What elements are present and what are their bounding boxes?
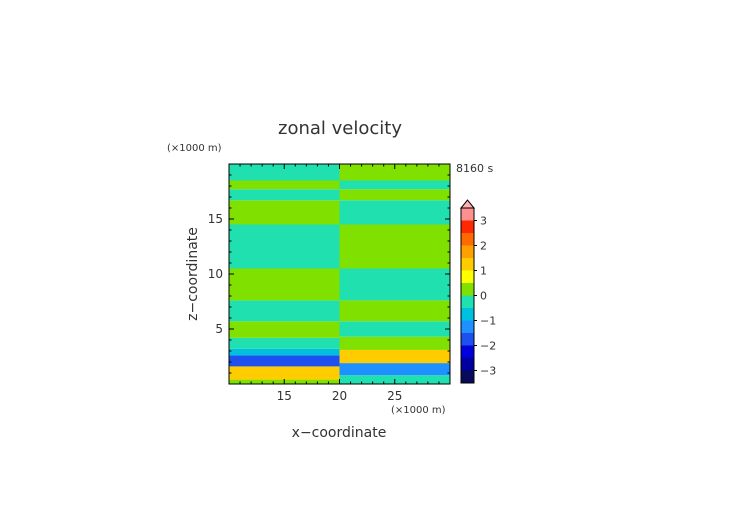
colorbar-tick-label: 0 (480, 290, 487, 303)
field-cell-right-10 (339, 180, 450, 190)
x-axis-unit: (×1000 m) (391, 405, 446, 416)
colorbar-swatch (461, 208, 474, 221)
field-cell-right-6 (339, 268, 450, 301)
colorbar-swatch (461, 320, 474, 333)
field-cell-left-9 (229, 200, 340, 225)
x-axis-label: x−coordinate (292, 425, 387, 441)
field-cell-right-7 (339, 224, 450, 269)
colorbar-swatch (461, 283, 474, 296)
chart-title: zonal velocity (278, 118, 402, 139)
y-axis-label: z−coordinate (185, 227, 201, 321)
colorbar-tick-label: −2 (480, 340, 496, 353)
field-cell-left-3 (229, 348, 340, 356)
time-label: 8160 s (456, 162, 493, 175)
field-cell-right-11 (339, 164, 450, 181)
colorbar-swatch (461, 358, 474, 371)
colorbar: 3 2 1 0 −1 −2 −3 (459, 199, 496, 384)
colorbar-swatch (461, 345, 474, 358)
colorbar-swatch (461, 245, 474, 258)
y-axis-unit: (×1000 m) (167, 143, 222, 154)
x-axis-ticks: 15 20 25 (239, 164, 440, 403)
colorbar-swatch (461, 258, 474, 271)
colorbar-tick-label: 1 (480, 265, 487, 278)
x-tick-label: 15 (277, 389, 292, 403)
field-cell-right-2 (339, 349, 450, 364)
field-cell-left-8 (229, 224, 340, 269)
x-tick-label: 25 (387, 389, 402, 403)
field-cell-left-5 (229, 321, 340, 338)
field-cell-left-6 (229, 300, 340, 322)
y-axis-ticks: 5 10 15 (208, 174, 450, 374)
colorbar-tick-label: 2 (480, 240, 487, 253)
field-cell-left-11 (229, 180, 340, 190)
plot-area (228, 163, 451, 385)
colorbar-tick-label: 3 (480, 215, 487, 228)
field-cell-right-9 (339, 189, 450, 201)
field-cell-right-8 (339, 200, 450, 225)
y-tick-label: 10 (208, 267, 223, 281)
x-tick-label: 20 (332, 389, 347, 403)
colorbar-swatch (461, 233, 474, 246)
field-cell-left-10 (229, 189, 340, 201)
colorbar-tick-label: −1 (480, 315, 496, 328)
colorbar-swatch (461, 308, 474, 321)
colorbar-swatch (461, 333, 474, 346)
field-cell-left-2 (229, 355, 340, 367)
colorbar-swatch (461, 270, 474, 283)
field-cell-right-3 (339, 336, 450, 350)
field-cell-left-4 (229, 337, 340, 349)
field-cell-left-7 (229, 268, 340, 301)
field-cell-left-12 (229, 164, 340, 181)
field-cell-right-1 (339, 363, 450, 376)
field-cell-right-5 (339, 300, 450, 322)
field-cell-left-1 (229, 366, 340, 380)
y-tick-label: 15 (208, 212, 223, 226)
y-tick-label: 5 (215, 322, 223, 336)
colorbar-swatch (461, 295, 474, 308)
field-cell-right-4 (339, 321, 450, 337)
colorbar-extend-arrow (459, 199, 476, 209)
colorbar-tick-label: −3 (480, 365, 496, 378)
colorbar-swatch (461, 370, 474, 383)
colorbar-swatch (461, 220, 474, 233)
